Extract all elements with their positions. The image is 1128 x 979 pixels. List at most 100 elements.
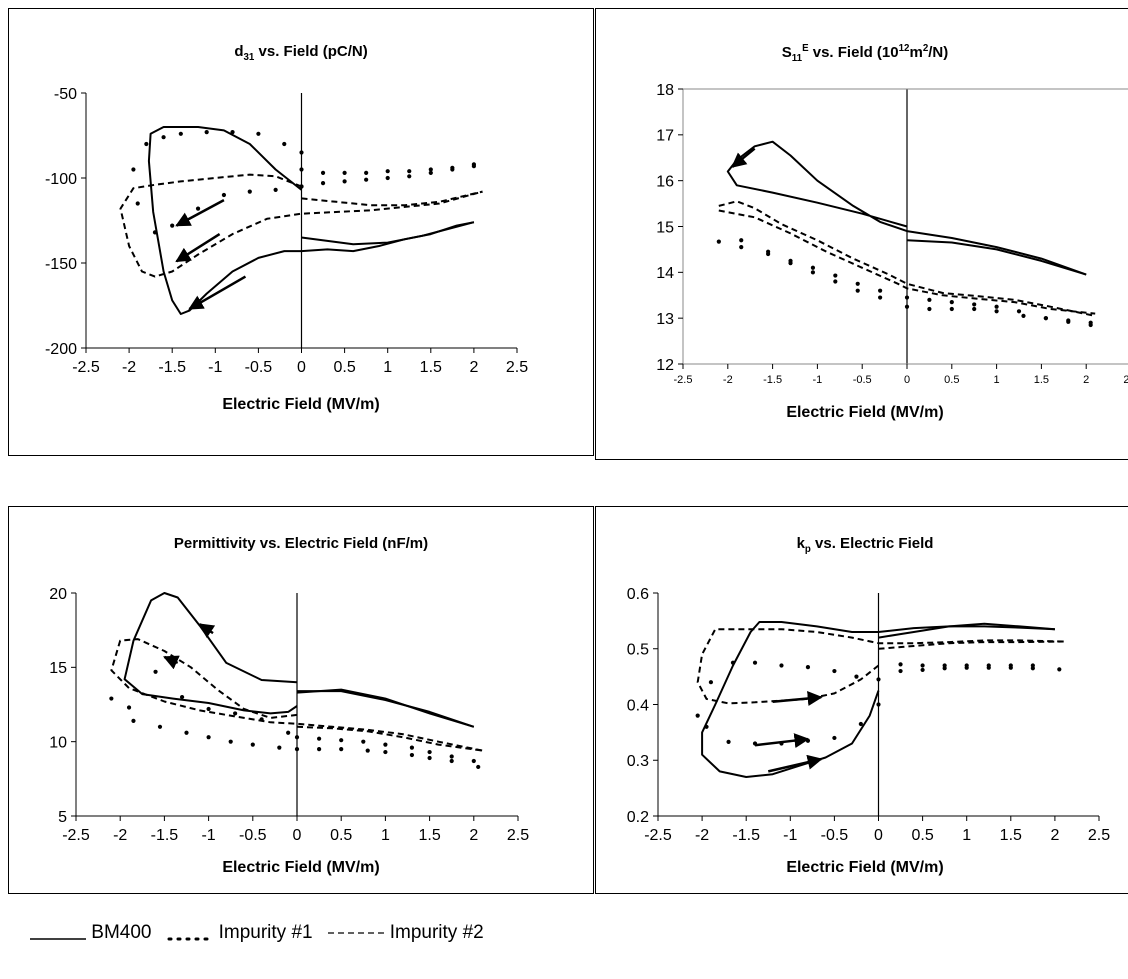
x-tick-label: 1 bbox=[381, 827, 390, 844]
x-tick-label: -1 bbox=[201, 827, 215, 844]
x-tick-label: -1 bbox=[208, 359, 222, 376]
data-point bbox=[942, 663, 947, 668]
data-point bbox=[949, 306, 954, 312]
direction-arrow bbox=[731, 147, 756, 168]
x-tick-label: -2 bbox=[122, 359, 136, 376]
data-point bbox=[385, 175, 390, 181]
x-tick-label: -1.5 bbox=[151, 827, 179, 844]
data-point bbox=[927, 297, 932, 302]
data-point bbox=[109, 696, 114, 701]
series-line bbox=[296, 725, 483, 752]
data-point bbox=[428, 167, 433, 172]
data-point bbox=[695, 713, 700, 718]
x-tick-label: 2 bbox=[1050, 827, 1059, 844]
data-point bbox=[407, 174, 412, 179]
data-point bbox=[299, 167, 304, 172]
data-point bbox=[365, 748, 370, 753]
series-line bbox=[301, 190, 483, 207]
data-point bbox=[204, 130, 209, 135]
x-tick-label: 2 bbox=[1083, 374, 1089, 386]
data-point bbox=[228, 739, 233, 744]
x-tick-label: 1.5 bbox=[1000, 827, 1022, 844]
data-point bbox=[364, 170, 369, 175]
data-point bbox=[833, 273, 838, 278]
series-impurity-2 bbox=[119, 173, 483, 278]
data-point bbox=[779, 663, 784, 668]
chart-panel-s11e: S11E vs. Field (1012m2/N) -2.5 -2 -1.5 -1 -0… bbox=[595, 8, 1128, 460]
series-line bbox=[297, 690, 475, 728]
data-point bbox=[221, 192, 227, 198]
y-tick-label: 0.6 bbox=[627, 586, 649, 603]
data-point bbox=[131, 718, 136, 723]
data-point bbox=[810, 270, 816, 275]
data-point bbox=[161, 135, 166, 140]
legend: BM400 Impurity #1 Impurity #2 bbox=[30, 922, 484, 952]
data-point bbox=[739, 238, 744, 243]
direction-arrow bbox=[175, 233, 221, 263]
data-point bbox=[739, 245, 744, 250]
x-tick-label: 0 bbox=[293, 827, 302, 844]
data-point bbox=[409, 745, 415, 750]
data-point bbox=[752, 660, 758, 665]
data-point bbox=[1066, 318, 1071, 323]
data-point bbox=[152, 230, 158, 235]
series-line bbox=[296, 688, 475, 728]
plot-svg: -2.5 -2 -1.5 -1 -0.5 0 0.5 1 1.5 2 2.5 0.2 0.3 0.4 0.5… bbox=[627, 586, 1110, 844]
x-tick-label: 0 bbox=[297, 359, 306, 376]
data-point bbox=[385, 169, 390, 174]
data-point bbox=[878, 288, 883, 293]
x-tick-label: 2.5 bbox=[1123, 374, 1128, 386]
series-impurity-1 bbox=[131, 130, 476, 235]
data-point bbox=[927, 306, 932, 312]
y-tick-label: -50 bbox=[54, 86, 77, 103]
data-point bbox=[972, 306, 977, 312]
data-point bbox=[250, 742, 255, 747]
series-line bbox=[301, 221, 475, 246]
plot-svg: -2.5 -2 -1.5 -1 -0.5 0 0.5 1 1.5 2 2.5 12 13 14 15 16 17… bbox=[656, 82, 1128, 386]
data-point bbox=[299, 150, 304, 155]
chart-panel-permittivity: Permittivity vs. Electric Field (nF/m) -… bbox=[8, 506, 594, 894]
data-point bbox=[876, 677, 881, 682]
x-tick-label: -1 bbox=[783, 827, 797, 844]
x-tick-label: -2.5 bbox=[62, 827, 90, 844]
x-axis-label: Electric Field (MV/m) bbox=[222, 396, 380, 413]
direction-arrow bbox=[772, 691, 823, 706]
data-point bbox=[383, 749, 388, 755]
data-point bbox=[904, 295, 910, 300]
data-point bbox=[427, 749, 432, 755]
x-tick-label: 2 bbox=[469, 359, 478, 376]
data-point bbox=[898, 668, 903, 674]
series-impurity-2 bbox=[696, 628, 1064, 705]
data-point bbox=[195, 206, 201, 211]
data-point bbox=[471, 162, 476, 167]
data-point bbox=[449, 754, 454, 759]
data-point bbox=[858, 721, 863, 727]
series-bm400 bbox=[147, 126, 475, 315]
data-point bbox=[730, 660, 736, 665]
data-point bbox=[361, 739, 366, 744]
data-point bbox=[282, 141, 287, 147]
data-point bbox=[320, 170, 326, 175]
x-tick-label: 1.5 bbox=[420, 359, 442, 376]
x-tick-label: 1.5 bbox=[1034, 374, 1049, 386]
data-point bbox=[233, 711, 238, 716]
chart-title: kp vs. Electric Field bbox=[796, 535, 934, 555]
direction-arrow bbox=[754, 733, 810, 749]
x-tick-label: -0.5 bbox=[245, 359, 273, 376]
series-line bbox=[878, 640, 1064, 650]
chart-title: d31 vs. Field (pC/N) bbox=[234, 43, 368, 63]
data-point bbox=[1016, 309, 1022, 314]
data-point bbox=[986, 663, 991, 668]
x-tick-label: -2 bbox=[113, 827, 127, 844]
y-tick-label: -100 bbox=[45, 171, 77, 188]
plot-svg: -2.5 -2 -1.5 -1 -0.5 0 0.5 1 1.5 2 2.5 5 10 15 20 bbox=[49, 586, 529, 844]
x-tick-label: -1.5 bbox=[763, 374, 782, 386]
data-point bbox=[339, 747, 344, 752]
data-point bbox=[810, 265, 816, 270]
data-point bbox=[342, 170, 347, 175]
data-point bbox=[256, 131, 261, 136]
y-tick-label: 0.2 bbox=[627, 809, 649, 826]
data-point bbox=[273, 187, 278, 192]
x-tick-label: -2.5 bbox=[674, 374, 693, 386]
data-point bbox=[407, 169, 412, 174]
